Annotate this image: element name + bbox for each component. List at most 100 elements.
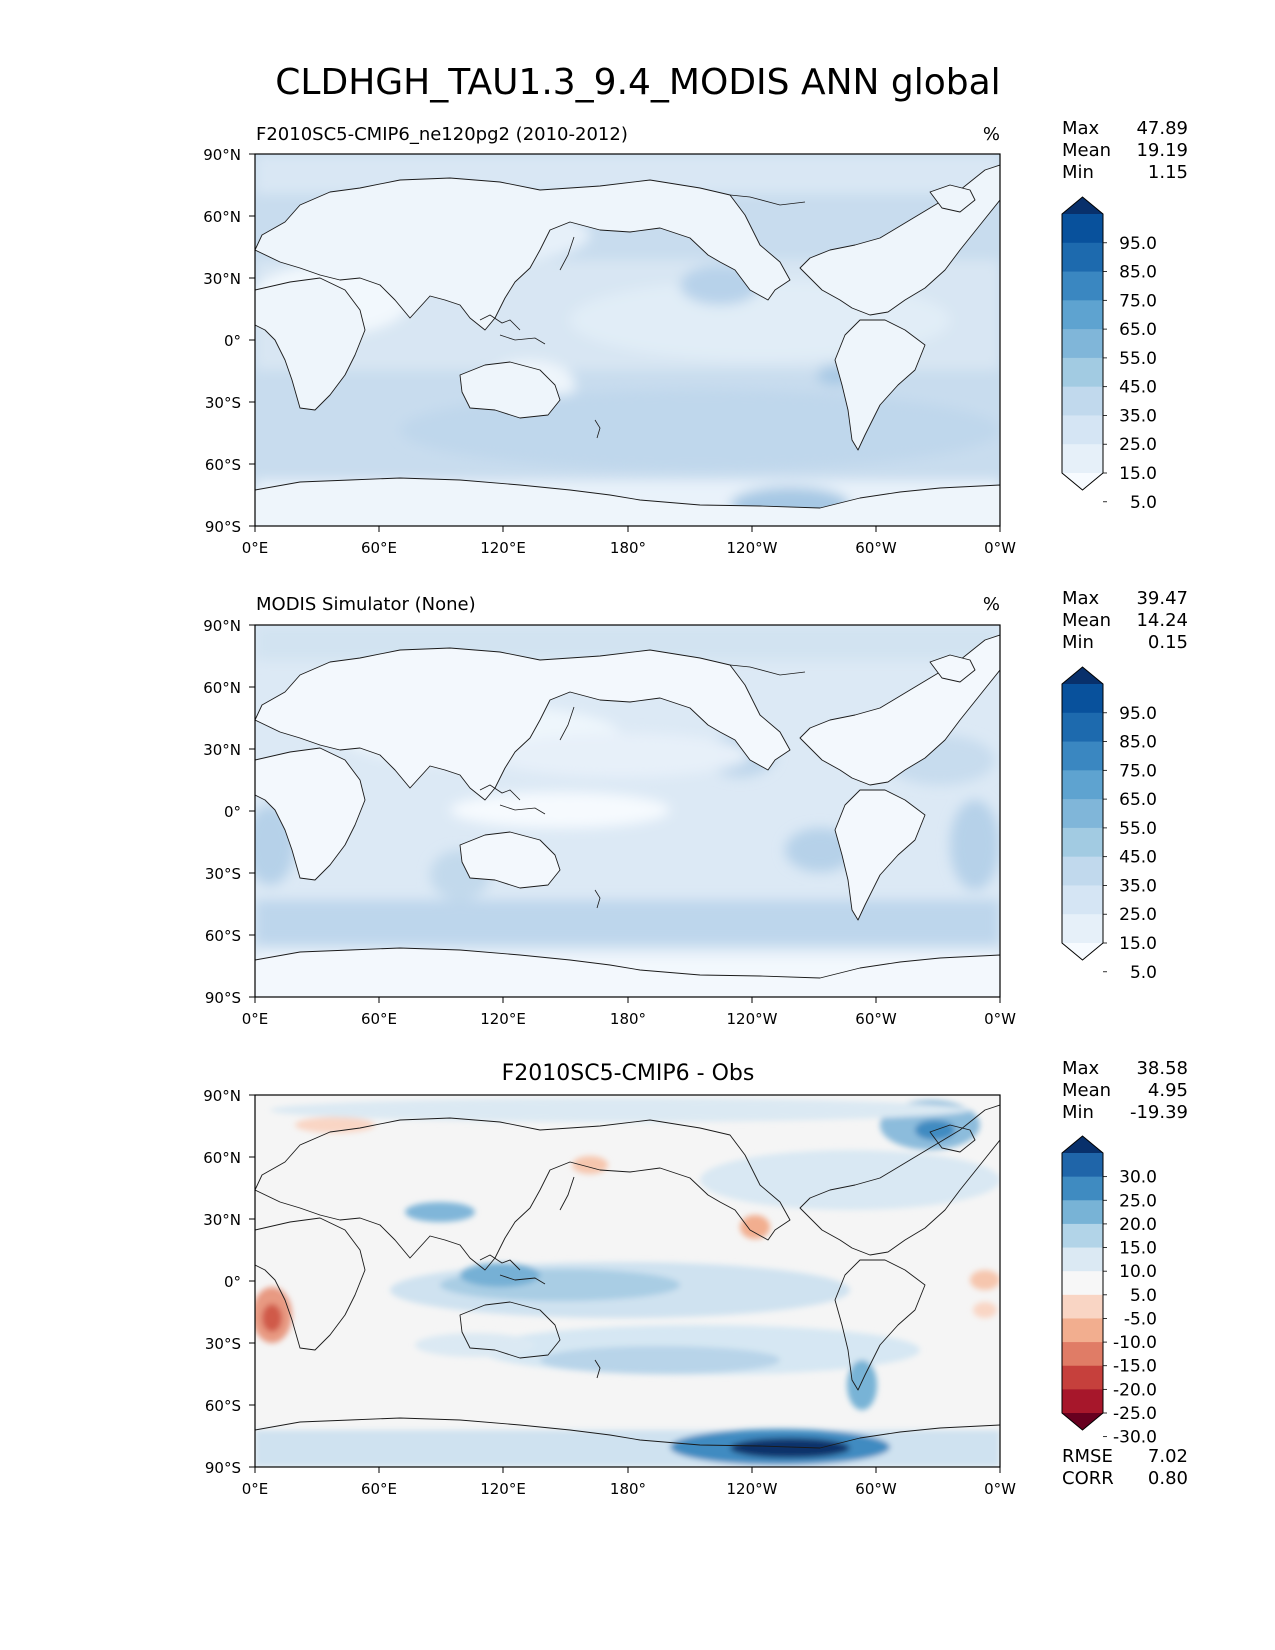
panel-title: F2010SC5-CMIP6 - Obs: [502, 1061, 755, 1086]
stat-label: Max: [1062, 118, 1100, 139]
stat-label: Max: [1062, 1058, 1100, 1079]
colorbar-tick-label: 55.0: [1119, 819, 1157, 839]
colorbar-segment: [1062, 1153, 1103, 1178]
colorbar-extend-max: [1062, 667, 1103, 684]
lon-tick-label: 60°W: [855, 1480, 897, 1498]
colorbar-segment: [1062, 1223, 1103, 1249]
stat-label: Min: [1062, 632, 1094, 653]
colorbar-extend-min: [1062, 943, 1103, 960]
colorbar-extend-max: [1062, 197, 1103, 214]
colorbar-segment: [1062, 827, 1103, 858]
colorbar-tick-label: 85.0: [1119, 263, 1157, 283]
lon-tick-label: 120°E: [480, 539, 526, 557]
stats-block: Max 38.58 Mean 4.95 Min -19.39: [1062, 1058, 1188, 1123]
stat-value: -19.39: [1130, 1102, 1188, 1123]
lat-tick-label: 60°S: [205, 456, 241, 474]
lon-tick-label: 120°E: [480, 1010, 526, 1028]
colorbar-segment: [1062, 444, 1103, 474]
stat-value: 1.15: [1148, 162, 1188, 183]
lon-tick-label: 120°W: [727, 1010, 778, 1028]
colorbar-tick-label: -10.0: [1113, 1333, 1157, 1353]
colorbar-segment: [1062, 386, 1103, 417]
lat-tick-label: 90°N: [203, 617, 241, 635]
stat-label: Max: [1062, 588, 1100, 609]
lat-axis: 90°N 60°N 30°N 0° 30°S 60°S 90°S: [203, 617, 255, 1007]
lon-tick-label: 180°: [610, 1010, 646, 1028]
colorbar-segment: [1062, 885, 1103, 915]
stats-block: Max 39.47 Mean 14.24 Min 0.15: [1062, 588, 1188, 653]
stat-label: Min: [1062, 162, 1094, 183]
colorbar-segment: [1062, 1342, 1103, 1367]
lat-tick-label: 90°S: [205, 1459, 241, 1477]
lat-tick-label: 0°: [224, 1273, 241, 1291]
colorbar-tick-label: 5.0: [1130, 963, 1157, 983]
stat-label: Mean: [1062, 140, 1111, 161]
lat-tick-label: 60°N: [203, 208, 241, 226]
metric-label: CORR: [1062, 1468, 1114, 1489]
lat-tick-label: 0°: [224, 332, 241, 350]
lon-tick-label: 0°W: [984, 1480, 1016, 1498]
colorbar-tick-label: 75.0: [1119, 761, 1157, 781]
lon-tick-label: 60°E: [361, 539, 397, 557]
metrics-block: RMSE 7.02 CORR 0.80: [1062, 1446, 1188, 1489]
figure-title: CLDHGH_TAU1.3_9.4_MODIS ANN global: [275, 62, 1000, 103]
map-area: [255, 154, 1000, 526]
lat-tick-label: 90°S: [205, 518, 241, 536]
lon-tick-label: 0°W: [984, 1010, 1016, 1028]
colorbar-segment: [1062, 1271, 1103, 1296]
stat-label: Min: [1062, 1102, 1094, 1123]
colorbar-tick-label: 35.0: [1119, 406, 1157, 426]
colorbar-tick-label: 20.0: [1119, 1215, 1157, 1235]
colorbar-segment: [1062, 329, 1103, 359]
lon-tick-label: 180°: [610, 539, 646, 557]
metric-value: 7.02: [1148, 1446, 1188, 1467]
stat-value: 4.95: [1148, 1080, 1188, 1101]
colorbar-tick-label: 25.0: [1119, 1191, 1157, 1211]
stat-value: 38.58: [1136, 1058, 1188, 1079]
colorbar-segment: [1062, 1318, 1103, 1343]
panel-title: F2010SC5-CMIP6_ne120pg2 (2010-2012): [256, 124, 628, 145]
panel-units: %: [983, 124, 1000, 145]
lon-axis: 0°E 60°E 120°E 180° 120°W 60°W 0°W: [242, 997, 1016, 1028]
lat-tick-label: 90°S: [205, 989, 241, 1007]
colorbar-segment: [1062, 242, 1103, 273]
lon-axis: 0°E 60°E 120°E 180° 120°W 60°W 0°W: [242, 526, 1016, 557]
colorbar: 95.0 85.0 75.0 65.0 55.0 45.0 35.0 25.0 15.0 5.0: [1061, 666, 1157, 983]
colorbar-tick-label: 45.0: [1119, 378, 1157, 398]
coastlines: [255, 634, 1000, 997]
lon-tick-label: 120°W: [727, 1480, 778, 1498]
lon-axis: 0°E 60°E 120°E 180° 120°W 60°W 0°W: [242, 1467, 1016, 1498]
colorbar-tick-label: 15.0: [1119, 1239, 1157, 1259]
colorbar-tick-label: 65.0: [1119, 320, 1157, 340]
lon-tick-label: 0°E: [242, 539, 269, 557]
lon-tick-label: 0°E: [242, 1480, 269, 1498]
colorbar-tick-label: 95.0: [1119, 704, 1157, 724]
colorbar-tick-label: 95.0: [1119, 234, 1157, 254]
colorbar-segment: [1062, 1247, 1103, 1272]
lat-axis: 90°N 60°N 30°N 0° 30°S 60°S 90°S: [203, 1087, 255, 1477]
lon-tick-label: 60°E: [361, 1480, 397, 1498]
lon-tick-label: 120°W: [727, 539, 778, 557]
stat-value: 14.24: [1136, 610, 1188, 631]
colorbar-tick-label: 75.0: [1119, 291, 1157, 311]
colorbar-tick-label: -20.0: [1113, 1380, 1157, 1400]
lon-tick-label: 120°E: [480, 1480, 526, 1498]
lat-tick-label: 0°: [224, 803, 241, 821]
stat-value: 0.15: [1148, 632, 1188, 653]
colorbar-extend-min: [1062, 1413, 1103, 1430]
lat-tick-label: 60°S: [205, 927, 241, 945]
panel-reference: MODIS Simulator (None) %: [203, 588, 1188, 1028]
colorbar-tick-label: 25.0: [1119, 435, 1157, 455]
colorbar-tick-label: 10.0: [1119, 1262, 1157, 1282]
colorbar-segment: [1062, 300, 1103, 330]
colorbar-tick-label: 15.0: [1119, 464, 1157, 484]
colorbar-tick-label: 25.0: [1119, 905, 1157, 925]
colorbar-tick-label: 30.0: [1119, 1168, 1157, 1188]
lat-tick-label: 30°S: [205, 394, 241, 412]
colorbar-extend-max: [1062, 1136, 1103, 1153]
colorbar-segment: [1062, 1176, 1103, 1201]
map-area: [255, 1095, 1000, 1467]
colorbar-tick-label: -15.0: [1113, 1357, 1157, 1377]
lon-tick-label: 60°E: [361, 1010, 397, 1028]
